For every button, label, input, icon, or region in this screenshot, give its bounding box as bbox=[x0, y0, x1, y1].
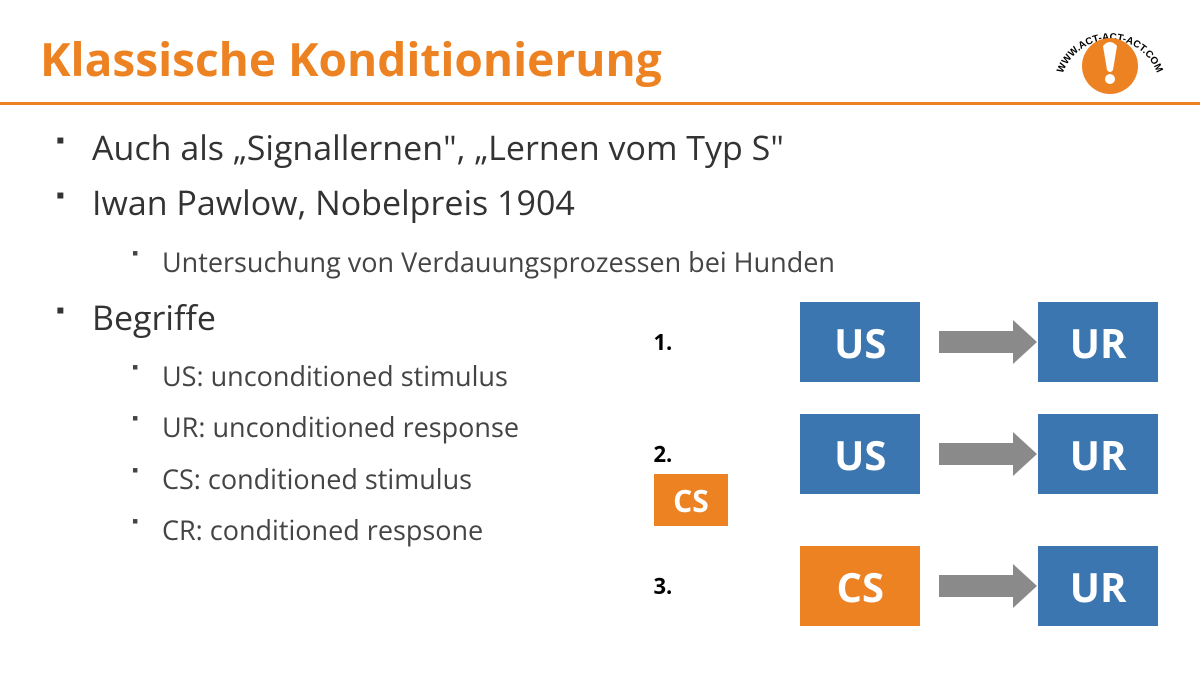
response-box-ur: UR bbox=[1036, 412, 1160, 496]
arrow-icon bbox=[922, 443, 1036, 465]
stimulus-box-us: US bbox=[798, 412, 922, 496]
diagram-row: 1. US UR bbox=[640, 300, 1160, 384]
stimulus-box-us: US bbox=[798, 300, 922, 384]
sub-bullet-text: UR: unconditioned response bbox=[162, 408, 519, 445]
sub-bullet-text: Untersuchung von Verdauungsprozessen bei… bbox=[162, 243, 835, 280]
slide: WWW.ACT-ACT-ACT.COM Klassische Kondition… bbox=[0, 0, 1200, 675]
sub-bullet-text: US: unconditioned stimulus bbox=[162, 357, 508, 394]
slide-title: Klassische Konditionierung bbox=[40, 28, 1160, 90]
response-box-ur: UR bbox=[1036, 544, 1160, 628]
row-number: 1. bbox=[640, 327, 684, 357]
conditioning-diagram: 1. US UR 2. US UR CS 3. CS UR bbox=[640, 300, 1160, 656]
bullet-text: Auch als „Signallernen", „Lernen vom Typ… bbox=[92, 124, 784, 170]
response-box-ur: UR bbox=[1036, 300, 1160, 384]
sub-bullet-text: CS: conditioned stimulus bbox=[162, 460, 472, 497]
sub-bullet-text: CR: conditioned respsone bbox=[162, 511, 483, 548]
bullet-item: Auch als „Signallernen", „Lernen vom Typ… bbox=[56, 123, 1160, 172]
title-divider bbox=[0, 102, 1200, 105]
bullet-text: Iwan Pawlow, Nobelpreis 1904 bbox=[92, 179, 575, 225]
bullet-item: Iwan Pawlow, Nobelpreis 1904 Untersuchun… bbox=[56, 178, 1160, 287]
arrow-icon bbox=[922, 331, 1036, 353]
stimulus-box-cs-small: CS bbox=[652, 472, 730, 528]
diagram-row: 2. US UR CS bbox=[640, 412, 1160, 496]
diagram-row: 3. CS UR bbox=[640, 544, 1160, 628]
sub-bullet-list: Untersuchung von Verdauungsprozessen bei… bbox=[92, 236, 1160, 287]
sub-bullet-item: Untersuchung von Verdauungsprozessen bei… bbox=[132, 236, 1160, 287]
row-number: 3. bbox=[640, 571, 684, 601]
brand-logo: WWW.ACT-ACT-ACT.COM bbox=[1050, 8, 1170, 98]
arrow-icon bbox=[922, 575, 1036, 597]
stimulus-box-cs: CS bbox=[798, 544, 922, 628]
row-number: 2. bbox=[640, 439, 684, 469]
bullet-text: Begriffe bbox=[92, 294, 216, 340]
